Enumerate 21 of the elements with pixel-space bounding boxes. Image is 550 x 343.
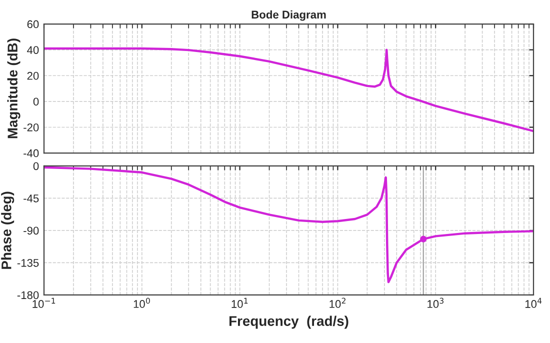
x-tick-label: 10$^{2}$: [330, 298, 346, 308]
x-axis-title: Frequency (rad/s): [229, 316, 348, 329]
x-tick-label: 10$^{4}$: [525, 298, 542, 308]
y-tick-label: -20: [24, 124, 39, 132]
x-tick-label: 10$^{3}$: [428, 298, 444, 308]
y-axis-title: Phase (deg): [1, 192, 14, 269]
x-tick-label: 10$^{−1}$: [32, 298, 56, 308]
y-tick-label: -45: [24, 194, 39, 202]
y-tick-label: 40: [27, 46, 39, 54]
y-tick-label: -135: [17, 258, 39, 267]
y-tick-label: 0: [33, 162, 39, 170]
x-tick-label: 10$^{0}$: [134, 298, 150, 308]
y-axis-title: Magnitude (dB): [7, 38, 20, 138]
y-tick-label: -40: [24, 149, 39, 158]
y-tick-label: -90: [24, 226, 39, 235]
y-tick-label: 60: [27, 20, 39, 28]
x-tick-label: 10$^{1}$: [232, 298, 248, 308]
y-tick-label: 20: [27, 72, 39, 80]
y-tick-label: -180: [17, 291, 39, 300]
chart-title: Bode Diagram: [252, 10, 326, 21]
y-tick-label: 0: [33, 98, 39, 106]
